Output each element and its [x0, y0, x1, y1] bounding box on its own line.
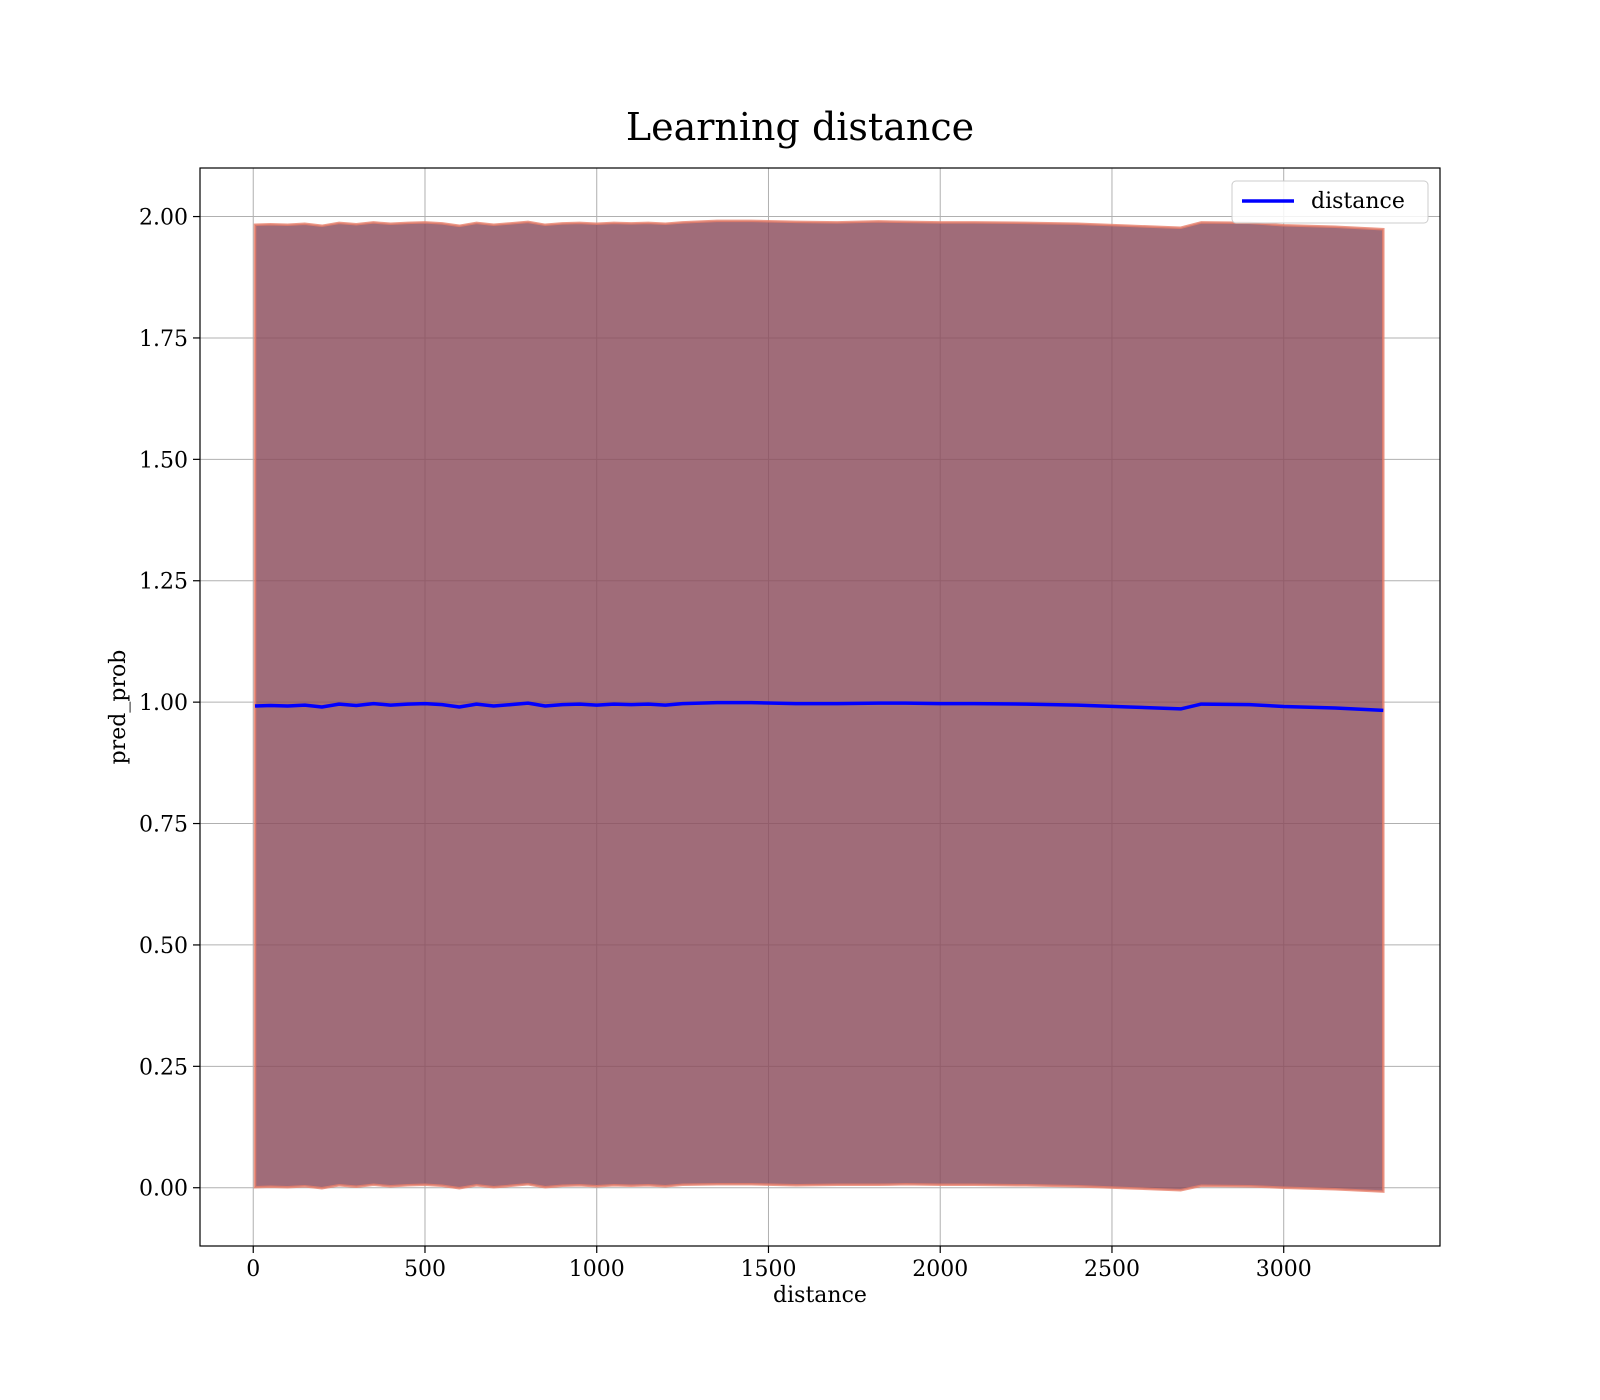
x-tick-label: 2500 — [1084, 1257, 1140, 1282]
legend-box — [1231, 180, 1429, 224]
x-tick-label: 2000 — [912, 1257, 968, 1282]
y-tick-label: 0.00 — [139, 1177, 188, 1202]
x-tick-label: 0 — [246, 1257, 260, 1282]
series-lines — [254, 700, 1384, 713]
y-tick-label: 1.50 — [139, 448, 188, 473]
x-axis-ticks: 0 500 1000 1500 2000 2500 3000 — [246, 1246, 1312, 1282]
y-tick-label: 2.00 — [139, 206, 188, 231]
y-tick-label: 1.00 — [139, 691, 188, 716]
confidence-band — [253, 219, 1385, 1193]
y-tick-label: 1.75 — [139, 327, 188, 352]
legend-label-distance: distance — [1311, 189, 1405, 214]
x-tick-label: 1000 — [569, 1257, 625, 1282]
y-tick-label: 0.25 — [139, 1055, 188, 1080]
y-axis-ticks: 0.00 0.25 0.50 0.75 1.00 1.25 1.50 1.75 2.00 — [139, 206, 200, 1202]
x-tick-label: 3000 — [1256, 1257, 1312, 1282]
band-area — [253, 219, 1385, 1193]
x-tick-label: 500 — [404, 1257, 446, 1282]
y-tick-label: 1.25 — [139, 570, 188, 595]
x-axis-label: distance — [773, 1283, 867, 1308]
series-line-distance — [254, 700, 1384, 713]
chart-title: Learning distance — [626, 105, 974, 149]
y-axis-label: pred_prob — [106, 650, 131, 765]
plot-frame — [199, 167, 1441, 1247]
x-tick-label: 1500 — [740, 1257, 796, 1282]
y-tick-label: 0.75 — [139, 813, 188, 838]
legend: distance — [1231, 180, 1429, 224]
y-tick-label: 0.50 — [139, 934, 188, 959]
